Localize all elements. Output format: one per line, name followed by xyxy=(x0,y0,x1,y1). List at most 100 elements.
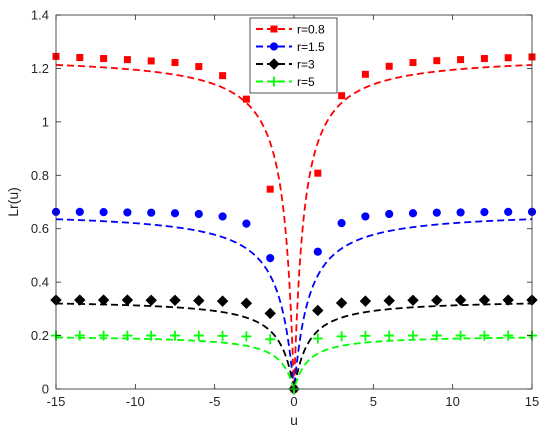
data-point xyxy=(408,209,418,218)
data-point xyxy=(384,330,395,341)
data-point xyxy=(407,294,419,307)
y-axis-label: Lr(u) xyxy=(5,187,21,217)
y-tick-label: 0.8 xyxy=(31,168,49,183)
data-point xyxy=(218,212,227,221)
legend-label: r=5 xyxy=(297,75,315,89)
data-point xyxy=(359,295,372,307)
y-tick-label: 0.2 xyxy=(31,328,49,343)
x-tick-label: -5 xyxy=(209,394,221,409)
data-point xyxy=(123,56,131,64)
series-line xyxy=(55,64,533,390)
data-point xyxy=(361,212,370,221)
data-point xyxy=(100,55,108,63)
legend-marker xyxy=(268,58,280,70)
data-point xyxy=(409,59,417,67)
legend-entry: r=0.8 xyxy=(256,23,325,37)
series-r-0-8 xyxy=(52,52,536,393)
data-point xyxy=(408,330,418,341)
data-point xyxy=(195,63,203,71)
x-tick-label: 5 xyxy=(370,394,377,409)
data-point xyxy=(74,294,86,306)
data-point xyxy=(97,294,110,306)
data-point xyxy=(314,169,322,177)
data-point xyxy=(147,57,155,65)
data-point xyxy=(502,294,514,306)
data-point xyxy=(193,330,204,341)
y-tick-label: 1 xyxy=(42,114,49,129)
data-point xyxy=(75,207,84,216)
legend-label: r=1.5 xyxy=(297,40,325,54)
data-point xyxy=(479,330,490,341)
data-point xyxy=(122,330,133,341)
data-point xyxy=(431,294,443,307)
legend-marker xyxy=(269,76,279,87)
data-point xyxy=(217,330,228,341)
data-point xyxy=(146,330,157,341)
legend-box xyxy=(249,17,338,94)
x-tick-label: 0 xyxy=(290,394,297,409)
data-point xyxy=(480,208,489,217)
data-point xyxy=(74,330,85,341)
data-point xyxy=(503,330,514,341)
data-point xyxy=(336,331,347,342)
data-point xyxy=(98,330,109,341)
data-point xyxy=(478,294,491,306)
data-point xyxy=(457,56,465,64)
data-point xyxy=(504,54,512,62)
data-point xyxy=(266,254,275,263)
data-point xyxy=(216,295,229,307)
data-point xyxy=(431,330,442,341)
series-line xyxy=(55,302,533,390)
data-point xyxy=(385,62,393,70)
data-point xyxy=(169,294,181,307)
data-point xyxy=(312,304,324,317)
x-tick-label: 10 xyxy=(445,394,459,409)
data-point xyxy=(99,208,108,217)
x-tick-label: -15 xyxy=(47,394,66,409)
y-tick-label: 1.2 xyxy=(31,61,49,76)
data-point xyxy=(266,185,274,193)
legend-label: r=3 xyxy=(297,58,315,72)
data-point xyxy=(123,208,132,217)
series-r-3 xyxy=(50,294,538,395)
legend-label: r=0.8 xyxy=(297,23,325,37)
data-point xyxy=(337,219,346,228)
data-point xyxy=(121,294,134,306)
legend-marker xyxy=(270,25,278,33)
data-point xyxy=(264,307,276,320)
legend-entry: r=3 xyxy=(256,58,315,72)
legend-entry: r=1.5 xyxy=(256,40,325,54)
data-point xyxy=(313,247,322,256)
x-axis: -15 -10 -5 0 5 10 15 xyxy=(47,15,539,409)
legend: r=0.8 r=1.5 r=3 r=5 xyxy=(249,17,338,94)
data-point xyxy=(456,208,465,217)
y-tick-label: 0 xyxy=(42,382,49,397)
data-point xyxy=(240,297,253,309)
y-tick-label: 0.6 xyxy=(31,221,49,236)
data-point xyxy=(480,55,488,63)
data-point xyxy=(312,333,323,344)
data-point xyxy=(383,294,395,307)
data-point xyxy=(76,53,84,61)
data-point xyxy=(338,92,346,100)
legend-marker xyxy=(269,42,279,51)
data-point xyxy=(171,59,179,67)
data-point xyxy=(170,330,180,341)
x-axis-label: u xyxy=(290,412,298,428)
data-point xyxy=(504,207,513,216)
y-axis: 0 0.2 0.4 0.6 0.8 1 1.2 1.4 xyxy=(31,8,532,397)
y-tick-label: 0.4 xyxy=(31,275,49,290)
data-point xyxy=(265,334,276,345)
data-point xyxy=(147,208,156,217)
data-point xyxy=(242,95,250,103)
data-point xyxy=(454,294,467,306)
series-layer xyxy=(50,52,538,395)
data-point xyxy=(194,209,203,219)
data-point xyxy=(385,209,394,219)
data-point xyxy=(193,294,205,307)
data-point xyxy=(145,294,157,307)
data-point xyxy=(433,57,441,65)
y-tick-label: 1.4 xyxy=(31,8,49,23)
x-tick-label: -10 xyxy=(126,394,145,409)
